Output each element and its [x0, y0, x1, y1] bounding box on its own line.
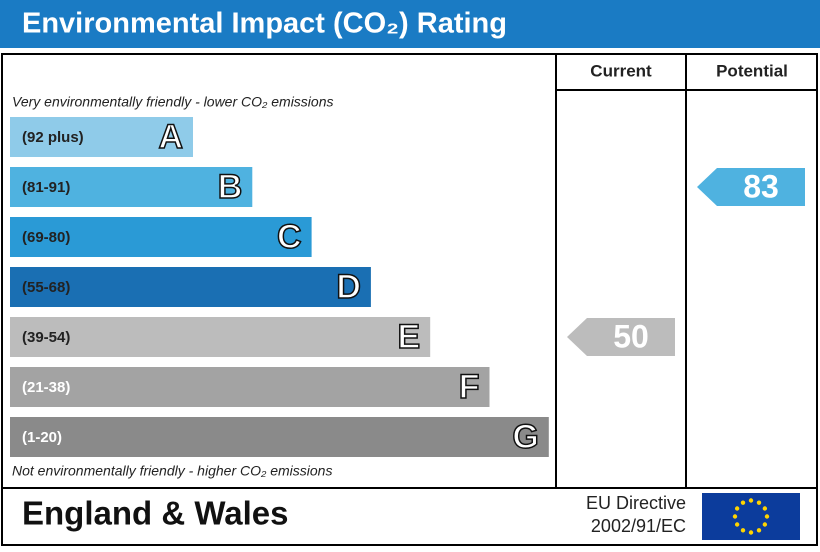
star [740, 500, 746, 505]
band-bar [10, 367, 490, 407]
band-range: (1-20) [22, 429, 62, 446]
band-range: (55-68) [22, 279, 70, 296]
star [764, 514, 770, 519]
star [734, 522, 740, 527]
band-letter: D [336, 268, 361, 306]
band-bar [10, 167, 253, 207]
title: Environmental Impact (CO₂) Rating [22, 8, 507, 40]
star [740, 528, 746, 533]
star [756, 528, 762, 533]
rating-value: 50 [613, 318, 649, 354]
star [732, 514, 738, 519]
column-header: Current [590, 61, 652, 80]
footer-frame [1, 487, 818, 546]
title-bar [0, 0, 820, 48]
band-range: (69-80) [22, 229, 70, 246]
band-range: (39-54) [22, 329, 70, 346]
rating-value: 83 [743, 168, 779, 204]
band-letter: E [398, 318, 421, 356]
band-letter: A [158, 118, 183, 156]
band-range: (92 plus) [22, 129, 84, 146]
star [762, 522, 768, 527]
star [734, 506, 740, 511]
band-bar [10, 267, 371, 307]
band-letter: B [218, 168, 243, 206]
directive: 2002/91/EC [591, 516, 686, 536]
bottom-note: Not environmentally friendly - higher CO… [12, 463, 332, 479]
band-letter: G [512, 418, 538, 456]
band-bar [10, 317, 431, 357]
band-letter: C [277, 218, 302, 256]
band-bar [10, 117, 193, 157]
rating-arrow [697, 168, 805, 206]
band-letter: F [459, 368, 480, 406]
column-header: Potential [716, 61, 788, 80]
region: England & Wales [22, 495, 288, 532]
star [748, 530, 754, 535]
band-bar [10, 417, 549, 457]
star [756, 500, 762, 505]
rating-arrow [567, 318, 675, 356]
eu-flag [702, 493, 800, 540]
top-note: Very environmentally friendly - lower CO… [12, 94, 333, 110]
star [762, 506, 768, 511]
band-bar [10, 217, 312, 257]
band-range: (21-38) [22, 379, 70, 396]
star [748, 498, 754, 503]
band-range: (81-91) [22, 179, 70, 196]
directive: EU Directive [586, 493, 686, 513]
